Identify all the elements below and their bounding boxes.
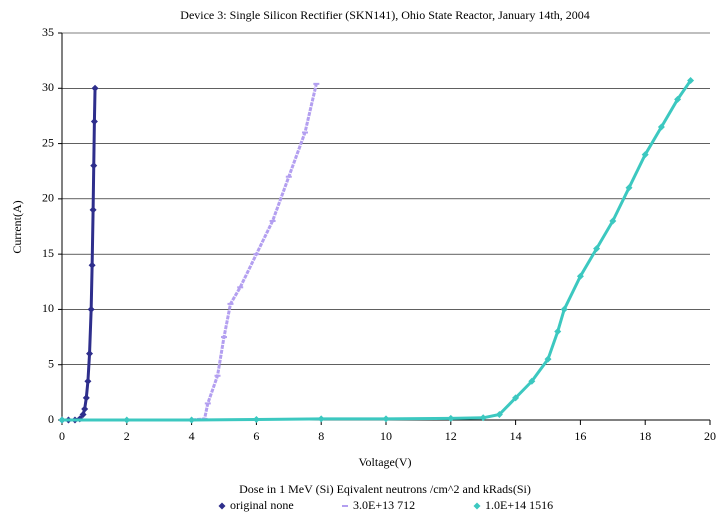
point: [479, 414, 487, 422]
point: [90, 117, 98, 125]
point: [382, 415, 390, 423]
point: [86, 350, 94, 358]
point: [512, 394, 520, 402]
point: [58, 416, 66, 424]
series-line: [62, 79, 692, 422]
point: [84, 377, 92, 385]
y-tick-label: 35: [42, 25, 54, 39]
legend-symbol: [218, 502, 226, 510]
point: [528, 377, 536, 385]
point: [544, 355, 552, 363]
y-tick-label: 5: [48, 356, 54, 370]
point: [576, 272, 584, 280]
x-tick-label: 16: [574, 429, 586, 443]
x-tick-label: 18: [639, 429, 651, 443]
point: [317, 415, 325, 423]
point: [554, 328, 562, 336]
point: [90, 162, 98, 170]
point: [82, 394, 90, 402]
x-tick-label: 20: [704, 429, 716, 443]
point: [657, 123, 665, 131]
x-tick-label: 2: [124, 429, 130, 443]
point: [674, 95, 682, 103]
legend-label: original none: [230, 498, 294, 512]
y-tick-label: 15: [42, 246, 54, 260]
x-axis-label: Voltage(V): [358, 455, 411, 469]
chart-title: Device 3: Single Silicon Rectifier (SKN1…: [180, 8, 589, 22]
x-tick-label: 10: [380, 429, 392, 443]
legend-label: 3.0E+13 712: [353, 498, 415, 512]
y-tick-label: 25: [42, 135, 54, 149]
point: [560, 305, 568, 313]
legend-symbol: [473, 502, 481, 510]
point: [79, 410, 87, 418]
x-tick-label: 12: [445, 429, 457, 443]
x-tick-label: 8: [318, 429, 324, 443]
y-tick-label: 10: [42, 301, 54, 315]
point: [88, 261, 96, 269]
x-tick-label: 4: [189, 429, 195, 443]
y-tick-label: 20: [42, 191, 54, 205]
point: [447, 414, 455, 422]
x-tick-label: 14: [510, 429, 522, 443]
y-tick-label: 0: [48, 412, 54, 426]
legend-label: 1.0E+14 1516: [485, 498, 553, 512]
point: [252, 415, 260, 423]
point: [641, 151, 649, 159]
point: [687, 77, 695, 85]
point: [89, 206, 97, 214]
x-tick-label: 6: [253, 429, 259, 443]
legend-title: Dose in 1 MeV (Si) Eqivalent neutrons /c…: [239, 482, 531, 496]
series-line: [62, 83, 318, 422]
point: [87, 305, 95, 313]
point: [188, 416, 196, 424]
point: [609, 217, 617, 225]
point: [593, 245, 601, 253]
point: [81, 405, 89, 413]
point: [91, 84, 99, 92]
point: [123, 416, 131, 424]
y-axis-label: Current(A): [10, 200, 24, 253]
x-tick-label: 0: [59, 429, 65, 443]
point: [495, 410, 503, 418]
y-tick-label: 30: [42, 80, 54, 94]
point: [625, 184, 633, 192]
